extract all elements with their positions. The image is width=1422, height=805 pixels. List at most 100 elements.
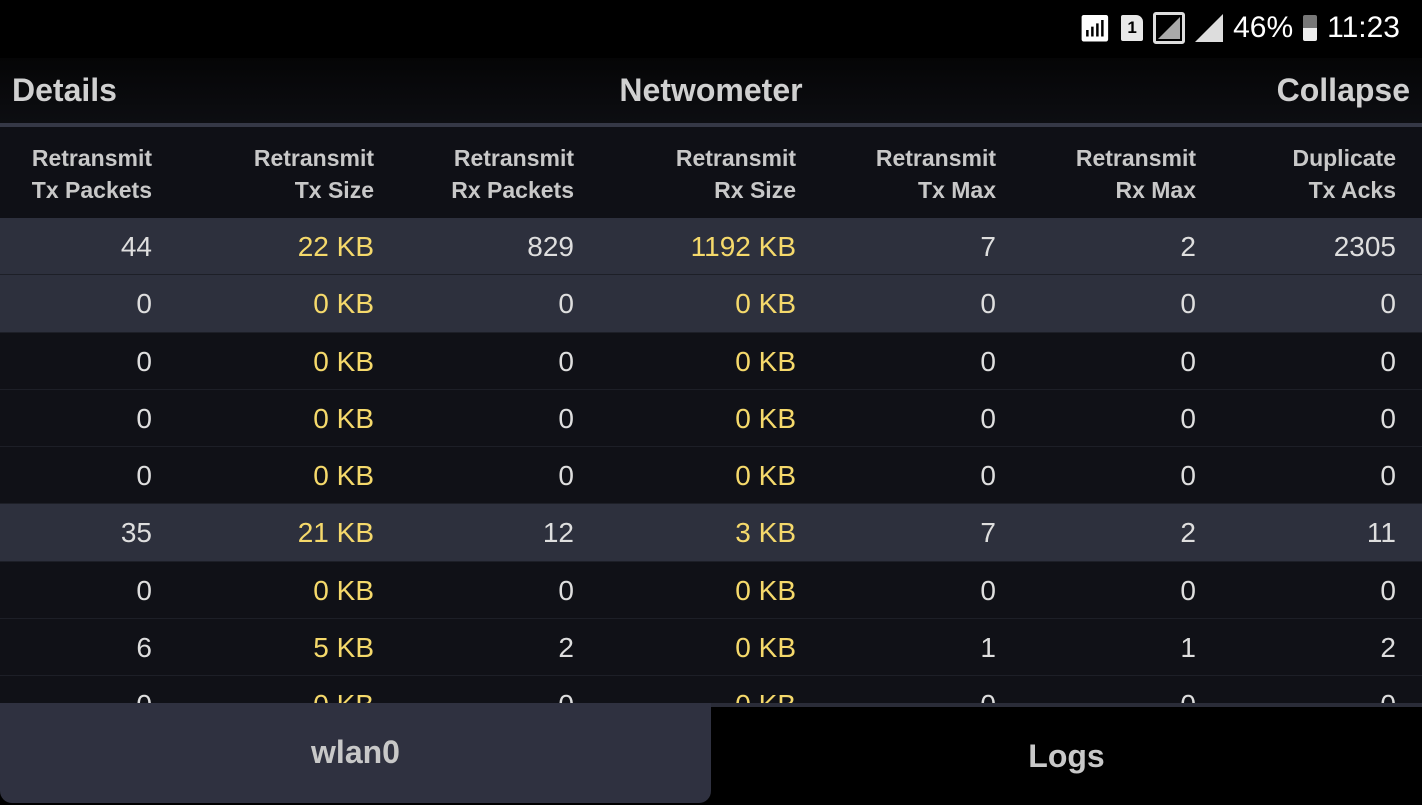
- table-cell: 1: [980, 632, 996, 664]
- table-cell: 0: [0, 676, 152, 703]
- table-cell: 0: [558, 574, 574, 606]
- column-header-line: Rx Size: [714, 177, 796, 203]
- column-header: Retransmit Rx Packets: [354, 142, 574, 206]
- table-cell: 0 KB: [735, 574, 796, 606]
- table-cell: 0: [980, 288, 996, 320]
- table-row[interactable]: 6 5 KB 2 0 KB 1 1 2: [0, 619, 1422, 677]
- table-cell: 829: [527, 231, 574, 262]
- table-cell: 0: [136, 574, 152, 606]
- table-cell: 0 KB: [313, 574, 374, 606]
- column-header: Retransmit Tx Max: [776, 142, 996, 206]
- column-header-line: Duplicate: [1292, 145, 1396, 171]
- table-cell: 0: [1380, 574, 1396, 606]
- table-cell: 0 KB: [735, 402, 796, 434]
- details-button[interactable]: Details: [12, 72, 117, 108]
- divider: [0, 123, 1422, 127]
- column-header-line: Tx Size: [294, 177, 374, 203]
- table-cell: 0: [980, 460, 996, 492]
- column-header-line: Retransmit: [453, 145, 574, 171]
- table-cell: 11: [1366, 517, 1396, 549]
- table-cell: 2: [1180, 517, 1196, 549]
- table-cell: 0: [394, 676, 574, 703]
- table-cell: 1192 KB: [690, 231, 796, 262]
- table-cell: 0: [980, 574, 996, 606]
- column-header: Retransmit Rx Max: [976, 142, 1196, 206]
- table-cell: 12: [542, 517, 574, 549]
- table-row[interactable]: 0 0 KB 0 0 KB 0 0 0: [0, 561, 1422, 620]
- column-header-line: Retransmit: [875, 145, 996, 171]
- column-header: Retransmit Tx Size: [154, 142, 374, 206]
- sim-icon: 1: [1121, 15, 1144, 41]
- app-header: Details Netwometer Collapse: [0, 58, 1422, 124]
- signal-icon: [1195, 14, 1224, 42]
- table-cell: 0: [1180, 460, 1196, 492]
- table-cell: 7: [980, 231, 996, 262]
- column-header-line: Tx Acks: [1308, 177, 1396, 203]
- column-header: Retransmit Tx Packets: [0, 142, 152, 206]
- table-cell: 0 KB: [313, 288, 374, 320]
- column-header-line: Tx Max: [918, 177, 996, 203]
- table-cell: 0: [136, 288, 152, 320]
- signal-icon: [1153, 12, 1186, 44]
- table-cell: 0 KB: [735, 288, 796, 320]
- table-cell: 0: [980, 402, 996, 434]
- column-header: Retransmit Rx Size: [576, 142, 796, 206]
- column-header-line: Rx Max: [1115, 177, 1196, 203]
- table-cell: 0: [1216, 676, 1396, 703]
- battery-percent: 46%: [1233, 11, 1294, 44]
- table-row[interactable]: 44 22 KB 829 1192 KB 7 2 2305: [0, 218, 1422, 276]
- tab-logs[interactable]: Logs: [1028, 738, 1105, 774]
- column-header-line: Tx Packets: [31, 177, 152, 203]
- table-cell: 0 KB: [313, 402, 374, 434]
- table-cell: 0 KB: [735, 460, 796, 492]
- page-title: Netwometer: [619, 72, 803, 108]
- column-header-line: Retransmit: [31, 145, 152, 171]
- table-cell: 0: [558, 460, 574, 492]
- table-cell: 3 KB: [735, 517, 796, 549]
- table-cell: 0: [1380, 345, 1396, 377]
- table-cell: 21 KB: [297, 517, 374, 549]
- column-header-line: Retransmit: [1075, 145, 1196, 171]
- battery-charging-icon: [1303, 15, 1318, 41]
- status-bar: 📶︎ 1 46% 11:23: [0, 0, 1422, 58]
- column-header: Duplicate Tx Acks: [1176, 142, 1396, 206]
- table-cell: 0: [1380, 460, 1396, 492]
- table-cell: 6: [136, 632, 152, 664]
- table-cell: 44: [120, 231, 152, 262]
- table-row[interactable]: 35 21 KB 12 3 KB 7 2 11: [0, 504, 1422, 562]
- table-cell: 0: [1180, 288, 1196, 320]
- column-headers: Retransmit Tx Packets Retransmit Tx Size Ret…: [0, 127, 1422, 218]
- table-cell: 0: [980, 345, 996, 377]
- table-cell: 0: [558, 402, 574, 434]
- collapse-button[interactable]: Collapse: [1276, 72, 1410, 108]
- table-cell: 0: [136, 345, 152, 377]
- table-cell: 0: [1380, 402, 1396, 434]
- table-cell: 7: [980, 517, 996, 549]
- table-cell: 2: [558, 632, 574, 664]
- table-cell: 0 KB: [735, 632, 796, 664]
- table-cell: 0: [1180, 402, 1196, 434]
- table-cell: 0: [558, 288, 574, 320]
- table-cell: 0: [1180, 574, 1196, 606]
- column-header-line: Retransmit: [675, 145, 796, 171]
- table-cell: 35: [120, 517, 152, 549]
- table-cell: 2: [1180, 231, 1196, 262]
- stats-table[interactable]: 44 22 KB 829 1192 KB 7 2 2305 0 0 KB 0 0 KB 0 0 0 0 0 K…: [0, 218, 1422, 703]
- tab-wlan0[interactable]: wlan0: [0, 703, 711, 803]
- table-cell: 22 KB: [297, 231, 374, 262]
- table-cell: 2: [1380, 632, 1396, 664]
- table-row[interactable]: 0 0 KB 0 0 KB 0 0 0: [0, 389, 1422, 448]
- table-cell: 0 KB: [313, 345, 374, 377]
- column-header-line: Rx Packets: [451, 177, 574, 203]
- clock: 11:23: [1327, 11, 1400, 44]
- table-cell: 0: [816, 676, 996, 703]
- table-cell: 0 KB: [313, 460, 374, 492]
- table-cell: 0 KB: [194, 676, 374, 703]
- table-cell: 0 KB: [735, 345, 796, 377]
- table-cell: 0: [136, 402, 152, 434]
- table-cell: 2305: [1333, 231, 1396, 262]
